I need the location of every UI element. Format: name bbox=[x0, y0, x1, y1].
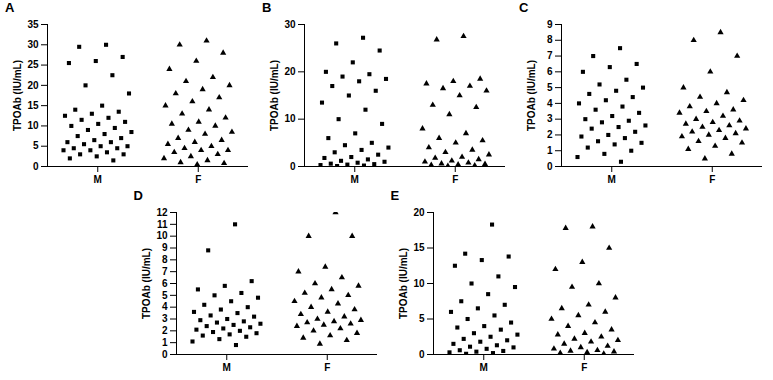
svg-text:F: F bbox=[195, 174, 201, 185]
svg-text:5: 5 bbox=[547, 82, 553, 93]
svg-text:M: M bbox=[94, 174, 102, 185]
svg-text:20: 20 bbox=[27, 80, 39, 91]
html-text:A: A bbox=[5, 0, 15, 15]
svg-text:0: 0 bbox=[290, 161, 296, 172]
svg-text:F: F bbox=[452, 174, 458, 185]
svg-text:M: M bbox=[351, 174, 359, 185]
svg-text:9: 9 bbox=[547, 19, 553, 30]
svg-text:4: 4 bbox=[547, 98, 553, 109]
svg-text:9: 9 bbox=[161, 242, 167, 253]
svg-text:30: 30 bbox=[284, 19, 296, 30]
svg-text:M: M bbox=[479, 362, 487, 373]
html-text:C: C bbox=[519, 0, 529, 15]
html-text:B: B bbox=[262, 0, 272, 15]
svg-text:6: 6 bbox=[547, 66, 553, 77]
svg-text:10: 10 bbox=[284, 113, 296, 124]
svg-text:20: 20 bbox=[284, 66, 296, 77]
svg-text:5: 5 bbox=[418, 313, 424, 324]
svg-text:2: 2 bbox=[547, 129, 553, 140]
svg-text:4: 4 bbox=[161, 301, 167, 312]
svg-text:TPOAb (IU/mL): TPOAb (IU/mL) bbox=[397, 248, 408, 319]
svg-text:15: 15 bbox=[413, 242, 425, 253]
html-text:E: E bbox=[390, 188, 400, 203]
svg-text:F: F bbox=[709, 174, 715, 185]
svg-text:20: 20 bbox=[413, 207, 425, 218]
svg-text:35: 35 bbox=[27, 19, 39, 30]
svg-text:5: 5 bbox=[161, 290, 167, 301]
svg-text:7: 7 bbox=[547, 50, 553, 61]
svg-text:10: 10 bbox=[156, 230, 168, 241]
svg-text:0: 0 bbox=[547, 161, 553, 172]
svg-text:TPOAb (IU/mL): TPOAb (IU/mL) bbox=[12, 60, 23, 131]
svg-text:2: 2 bbox=[161, 325, 167, 336]
svg-text:8: 8 bbox=[161, 254, 167, 265]
svg-text:TPOAb (IU/mL): TPOAb (IU/mL) bbox=[526, 60, 537, 131]
svg-text:M: M bbox=[608, 174, 616, 185]
svg-text:3: 3 bbox=[547, 113, 553, 124]
svg-text:0: 0 bbox=[33, 161, 39, 172]
svg-text:6: 6 bbox=[161, 278, 167, 289]
svg-text:1: 1 bbox=[547, 145, 553, 156]
svg-text:8: 8 bbox=[547, 34, 553, 45]
svg-text:12: 12 bbox=[156, 207, 168, 218]
svg-text:F: F bbox=[581, 362, 587, 373]
svg-text:7: 7 bbox=[161, 266, 167, 277]
svg-text:0: 0 bbox=[418, 349, 424, 360]
svg-text:5: 5 bbox=[33, 140, 39, 151]
svg-text:30: 30 bbox=[27, 39, 39, 50]
svg-text:0: 0 bbox=[161, 349, 167, 360]
svg-text:3: 3 bbox=[161, 313, 167, 324]
svg-text:10: 10 bbox=[27, 120, 39, 131]
svg-text:1: 1 bbox=[161, 337, 167, 348]
svg-text:10: 10 bbox=[413, 278, 425, 289]
svg-text:TPOAb (IU/mL): TPOAb (IU/mL) bbox=[140, 248, 151, 319]
svg-text:15: 15 bbox=[27, 100, 39, 111]
svg-text:M: M bbox=[222, 362, 230, 373]
svg-text:TPOAb (IU/mL): TPOAb (IU/mL) bbox=[269, 60, 280, 131]
svg-text:F: F bbox=[324, 362, 330, 373]
html-text:D: D bbox=[133, 188, 143, 203]
svg-text:25: 25 bbox=[27, 59, 39, 70]
svg-text:11: 11 bbox=[156, 219, 167, 230]
